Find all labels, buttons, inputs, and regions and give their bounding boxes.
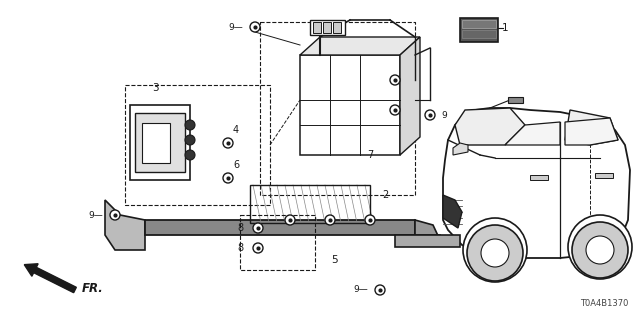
Bar — [462, 20, 496, 28]
Bar — [145, 220, 415, 235]
Bar — [395, 235, 460, 247]
Circle shape — [481, 239, 509, 267]
Circle shape — [365, 215, 375, 225]
Polygon shape — [300, 37, 420, 55]
Bar — [333, 22, 341, 33]
Bar — [530, 175, 548, 180]
Bar — [595, 173, 613, 178]
Circle shape — [253, 223, 263, 233]
Bar — [508, 97, 523, 103]
Polygon shape — [565, 118, 618, 145]
Polygon shape — [443, 195, 462, 228]
Circle shape — [223, 173, 233, 183]
Text: 3: 3 — [152, 83, 158, 93]
Bar — [142, 123, 170, 163]
Circle shape — [253, 243, 263, 253]
Polygon shape — [453, 143, 468, 155]
Circle shape — [463, 218, 527, 282]
Text: 9—: 9— — [88, 211, 103, 220]
Text: 2: 2 — [382, 190, 388, 200]
Text: 8: 8 — [237, 243, 243, 253]
Polygon shape — [443, 108, 630, 258]
Bar — [300, 55, 400, 155]
Circle shape — [185, 120, 195, 130]
Text: T0A4B1370: T0A4B1370 — [580, 299, 628, 308]
Bar — [323, 22, 331, 33]
Polygon shape — [505, 122, 560, 145]
Text: 5: 5 — [332, 255, 339, 265]
Text: 9—: 9— — [353, 285, 368, 294]
Bar — [460, 18, 498, 42]
Circle shape — [586, 236, 614, 264]
Bar — [313, 22, 321, 33]
Bar — [130, 105, 190, 180]
Bar — [250, 185, 370, 223]
Circle shape — [425, 110, 435, 120]
Circle shape — [325, 215, 335, 225]
Polygon shape — [455, 108, 525, 145]
Polygon shape — [105, 200, 145, 250]
Text: 9—: 9— — [228, 22, 243, 31]
Bar — [310, 20, 345, 35]
Bar — [240, 215, 315, 270]
Bar — [125, 85, 270, 205]
Polygon shape — [400, 37, 420, 155]
Polygon shape — [565, 110, 618, 145]
Circle shape — [390, 75, 400, 85]
Bar — [135, 113, 185, 172]
Circle shape — [185, 150, 195, 160]
Circle shape — [223, 138, 233, 148]
Circle shape — [185, 135, 195, 145]
Text: 4: 4 — [233, 125, 239, 135]
Circle shape — [285, 215, 295, 225]
Text: 8: 8 — [237, 223, 243, 233]
Circle shape — [568, 215, 632, 279]
Text: 6: 6 — [233, 160, 239, 170]
Text: 7: 7 — [367, 150, 373, 160]
Text: 1: 1 — [502, 23, 508, 33]
Text: 9: 9 — [441, 110, 447, 119]
Circle shape — [375, 285, 385, 295]
Circle shape — [467, 225, 523, 281]
Bar — [462, 30, 496, 38]
FancyArrow shape — [24, 264, 76, 293]
Text: FR.: FR. — [82, 282, 104, 294]
Circle shape — [572, 222, 628, 278]
Polygon shape — [415, 220, 440, 240]
Circle shape — [390, 105, 400, 115]
Circle shape — [110, 210, 120, 220]
Circle shape — [250, 22, 260, 32]
